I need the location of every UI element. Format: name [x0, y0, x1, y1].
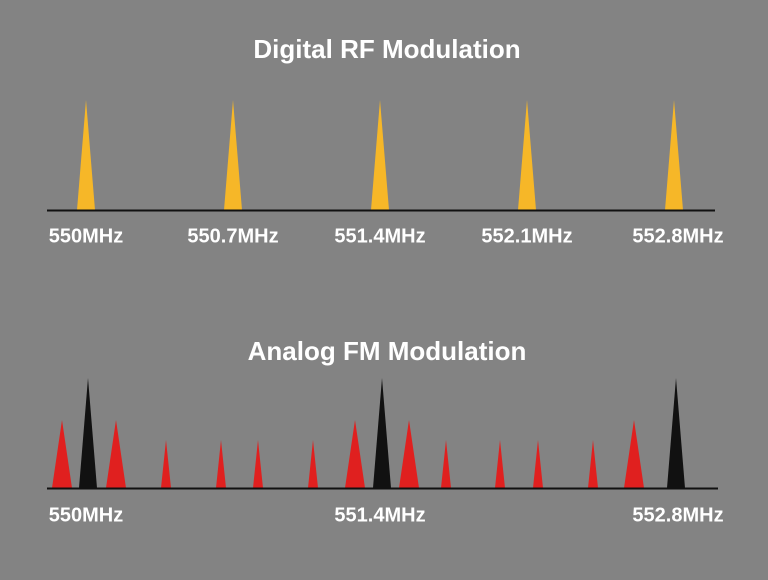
sideband — [253, 440, 263, 488]
sideband — [345, 420, 365, 488]
carrier — [79, 378, 97, 488]
carrier — [373, 378, 391, 488]
sideband — [441, 440, 451, 488]
sideband — [106, 420, 126, 488]
carrier — [224, 100, 242, 210]
carrier — [371, 100, 389, 210]
freq-label: 552.8MHz — [632, 504, 723, 526]
sideband — [624, 420, 644, 488]
sideband — [533, 440, 543, 488]
freq-label: 552.1MHz — [481, 225, 572, 247]
carrier — [518, 100, 536, 210]
carrier — [665, 100, 683, 210]
freq-label: 550MHz — [49, 225, 123, 247]
freq-label: 550MHz — [49, 504, 123, 526]
sideband — [495, 440, 505, 488]
freq-label: 551.4MHz — [334, 504, 425, 526]
sideband — [161, 440, 171, 488]
freq-label: 551.4MHz — [334, 225, 425, 247]
sideband — [588, 440, 598, 488]
sideband — [308, 440, 318, 488]
freq-label: 550.7MHz — [187, 225, 278, 247]
analog-sidebands — [52, 378, 685, 488]
bottom-title: Analog FM Modulation — [248, 336, 527, 366]
carrier — [77, 100, 95, 210]
sideband — [52, 420, 72, 488]
sideband — [216, 440, 226, 488]
carrier — [667, 378, 685, 488]
digital-carriers — [77, 100, 683, 210]
sideband — [399, 420, 419, 488]
freq-label: 552.8MHz — [632, 225, 723, 247]
top-title: Digital RF Modulation — [253, 34, 520, 64]
